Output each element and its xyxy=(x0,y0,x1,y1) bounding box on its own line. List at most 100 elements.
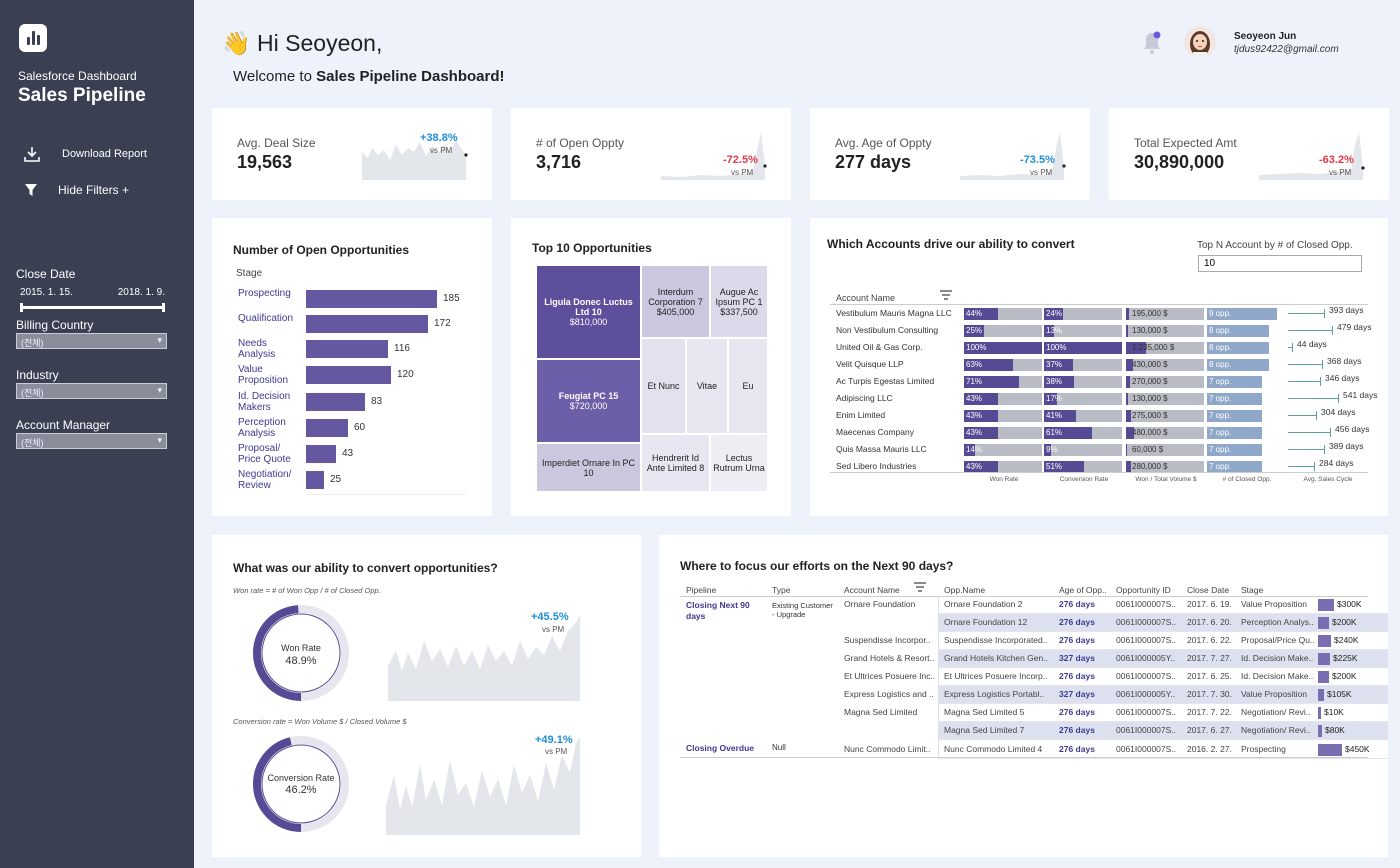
cell-bar[interactable] xyxy=(1207,325,1269,337)
cell-bar[interactable] xyxy=(1126,461,1131,473)
account-name[interactable]: Sed Libero Industries xyxy=(836,461,917,471)
sales-cycle-line[interactable] xyxy=(1288,449,1324,450)
stage-bar[interactable] xyxy=(306,393,365,411)
treemap-tile[interactable]: Hendrerit Id Ante Limited 8 xyxy=(641,434,710,492)
amount-bar[interactable] xyxy=(1318,744,1342,756)
amount-bar[interactable] xyxy=(1318,671,1329,683)
cell-bar[interactable] xyxy=(1044,461,1084,473)
cell-bar[interactable] xyxy=(964,342,1042,354)
cell-bar[interactable] xyxy=(964,461,998,473)
cell-bar[interactable] xyxy=(1044,376,1074,388)
table-row[interactable] xyxy=(938,650,1388,668)
treemap-tile[interactable]: Interdum Corporation 7 $405,000 xyxy=(641,265,710,338)
cell-bar[interactable] xyxy=(1044,325,1054,337)
sales-cycle-line[interactable] xyxy=(1288,432,1330,433)
treemap-tile[interactable]: Ligula Donec Luctus Ltd 10 $810,000 xyxy=(536,265,641,359)
cell-bar[interactable] xyxy=(1207,410,1262,422)
stage-bar[interactable] xyxy=(306,340,388,358)
cell-bar[interactable] xyxy=(1207,461,1262,473)
cell-bar[interactable] xyxy=(964,444,975,456)
amount-bar[interactable] xyxy=(1318,599,1334,611)
pipeline-next-90[interactable]: Closing Next 90 days xyxy=(686,600,750,621)
account-name[interactable]: Quis Massa Mauris LLC xyxy=(836,444,927,454)
account-name[interactable]: Ac Turpis Egestas Limited xyxy=(836,376,935,386)
treemap-tile[interactable]: Eu xyxy=(728,338,768,434)
sales-cycle-line[interactable] xyxy=(1288,398,1338,399)
cell-bar[interactable] xyxy=(1207,359,1269,371)
sales-cycle-line[interactable] xyxy=(1288,381,1320,382)
cell-bar[interactable] xyxy=(964,308,998,320)
cell-bar[interactable] xyxy=(1126,427,1134,439)
sort-icon[interactable] xyxy=(940,290,952,300)
slider-handle-end[interactable] xyxy=(162,303,165,312)
cell-bar[interactable] xyxy=(964,410,998,422)
treemap-tile[interactable]: Lectus Rutrum Urna xyxy=(710,434,768,492)
account-name[interactable]: Non Vestibulum Consulting xyxy=(836,325,939,335)
amount-bar[interactable] xyxy=(1318,689,1324,701)
cell-bar[interactable] xyxy=(1126,308,1129,320)
close-date-slider[interactable] xyxy=(20,303,165,312)
sales-cycle-line[interactable] xyxy=(1288,347,1292,348)
cell-bar[interactable] xyxy=(1207,342,1269,354)
industry-select[interactable]: (전체) xyxy=(16,383,167,399)
cell-bar[interactable] xyxy=(1044,308,1063,320)
table-row[interactable] xyxy=(938,596,1388,614)
cell-bar[interactable] xyxy=(1126,444,1127,456)
treemap-tile[interactable]: Vitae xyxy=(686,338,728,434)
table-row[interactable] xyxy=(938,614,1388,632)
sort-icon[interactable] xyxy=(914,582,926,592)
account-name[interactable]: Vestibulum Mauris Magna LLC xyxy=(836,308,952,318)
stage-bar[interactable] xyxy=(306,290,437,308)
cell-bar[interactable] xyxy=(1207,427,1262,439)
cell-bar[interactable] xyxy=(1126,393,1128,405)
cell-bar[interactable] xyxy=(964,393,998,405)
treemap-tile[interactable]: Imperdiet Ornare In PC 10 xyxy=(536,443,641,492)
user-avatar[interactable] xyxy=(1184,26,1216,58)
amount-bar[interactable] xyxy=(1318,617,1329,629)
account-name[interactable]: Velit Quisque LLP xyxy=(836,359,904,369)
cell-bar[interactable] xyxy=(1126,410,1131,422)
sales-cycle-line[interactable] xyxy=(1288,466,1314,467)
account-name[interactable]: United Oil & Gas Corp. xyxy=(836,342,923,352)
table-row[interactable] xyxy=(938,722,1388,740)
cell-bar[interactable] xyxy=(1207,444,1262,456)
table-row[interactable] xyxy=(938,704,1388,722)
table-row[interactable] xyxy=(938,632,1388,650)
cell-bar[interactable] xyxy=(1126,359,1133,371)
treemap-tile[interactable]: Et Nunc xyxy=(641,338,686,434)
download-report-button[interactable]: Download Report xyxy=(24,146,147,162)
slider-handle-start[interactable] xyxy=(20,303,23,312)
account-name[interactable]: Maecenas Company xyxy=(836,427,914,437)
stage-bar[interactable] xyxy=(306,366,391,384)
cell-bar[interactable] xyxy=(1044,410,1076,422)
amount-bar[interactable] xyxy=(1318,725,1322,737)
cell-bar[interactable] xyxy=(1044,359,1073,371)
cell-bar[interactable] xyxy=(1207,376,1262,388)
account-manager-select[interactable]: (전체) xyxy=(16,433,167,449)
cell-bar[interactable] xyxy=(964,376,1019,388)
pipeline-overdue[interactable]: Closing Overdue xyxy=(686,743,755,753)
cell-bar[interactable] xyxy=(1207,308,1277,320)
stage-bar[interactable] xyxy=(306,471,324,489)
billing-country-select[interactable]: (전체) xyxy=(16,333,167,349)
cell-bar[interactable] xyxy=(1126,376,1130,388)
sales-cycle-line[interactable] xyxy=(1288,415,1316,416)
sales-cycle-line[interactable] xyxy=(1288,313,1324,314)
cell-bar[interactable] xyxy=(1044,427,1092,439)
amount-bar[interactable] xyxy=(1318,707,1321,719)
sales-cycle-line[interactable] xyxy=(1288,364,1322,365)
cell-bar[interactable] xyxy=(1126,342,1146,354)
cell-bar[interactable] xyxy=(1044,342,1122,354)
table-row[interactable] xyxy=(938,686,1388,704)
treemap-tile[interactable]: Augue Ac Ipsum PC 1 $337,500 xyxy=(710,265,768,338)
amount-bar[interactable] xyxy=(1318,635,1331,647)
cell-bar[interactable] xyxy=(1044,444,1051,456)
topn-input[interactable] xyxy=(1198,255,1362,272)
cell-bar[interactable] xyxy=(964,427,998,439)
stage-bar[interactable] xyxy=(306,445,336,463)
table-row[interactable] xyxy=(938,668,1388,686)
account-name[interactable]: Enim Limited xyxy=(836,410,886,420)
amount-bar[interactable] xyxy=(1318,653,1330,665)
sales-cycle-line[interactable] xyxy=(1288,330,1332,331)
cell-bar[interactable] xyxy=(1044,393,1057,405)
